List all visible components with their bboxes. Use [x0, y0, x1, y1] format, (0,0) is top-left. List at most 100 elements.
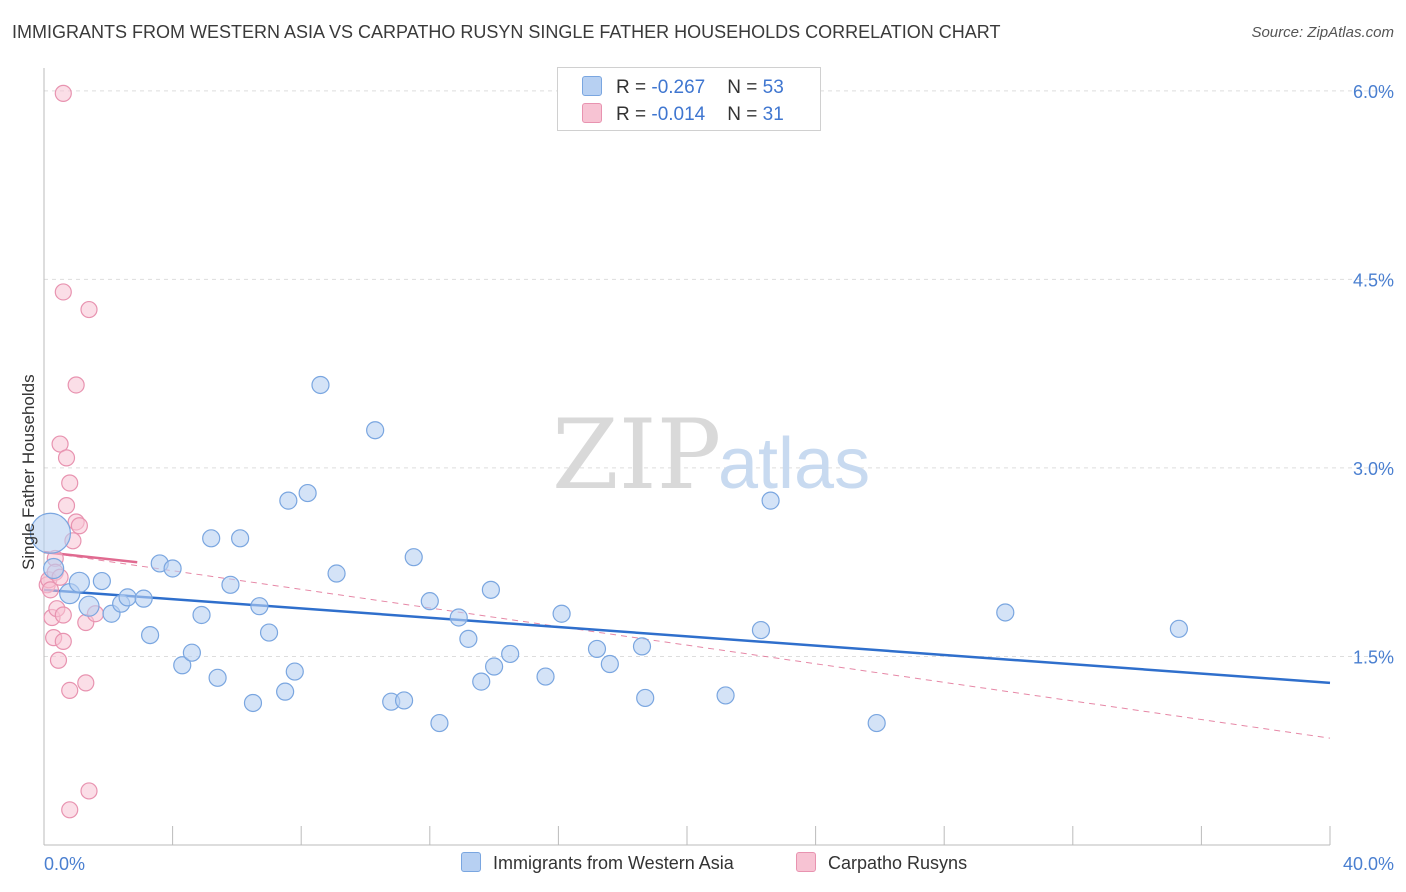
- legend-row-western-asia: R = -0.267 N = 53: [582, 76, 784, 100]
- western-asia-point: [192, 605, 211, 625]
- western-asia-point: [716, 686, 735, 705]
- carpatho-rusyn-point: [61, 474, 79, 492]
- carpatho-rusyn-point: [54, 606, 72, 624]
- carpatho-rusyn-point: [54, 632, 72, 650]
- western-asia-point: [751, 620, 771, 640]
- western-asia-point: [182, 643, 201, 662]
- carpatho-rusyn-point: [77, 674, 95, 692]
- western-asia-point: [92, 571, 111, 591]
- blue-swatch: [582, 76, 602, 96]
- x-tick-label: 0.0%: [44, 854, 85, 874]
- western-asia-point: [472, 672, 491, 691]
- legend-n-label: N =: [727, 77, 763, 98]
- carpatho-rusyn-point: [61, 801, 79, 819]
- carpatho-rusyn-trend-dashed: [43, 551, 1331, 739]
- carpatho-rusyn-point: [61, 681, 79, 700]
- bottom-legend-label: Immigrants from Western Asia: [493, 853, 734, 873]
- carpatho-rusyn-point: [57, 449, 76, 467]
- western-asia-point: [636, 688, 655, 708]
- source-credit: Source: ZipAtlas.com: [1251, 24, 1394, 41]
- legend-r-value: -0.267: [651, 77, 706, 98]
- western-asia-point: [996, 603, 1015, 622]
- blue-swatch: [461, 852, 481, 872]
- western-asia-point: [449, 608, 468, 627]
- y-tick-label: 6.0%: [1353, 82, 1394, 102]
- watermark-atlas: atlas: [718, 424, 870, 504]
- western-asia-point: [43, 557, 65, 580]
- western-asia-point: [173, 656, 192, 675]
- carpatho-rusyn-point: [57, 497, 76, 515]
- carpatho-rusyn-points: [38, 84, 105, 819]
- western-asia-point: [259, 623, 279, 642]
- western-asia-point: [394, 691, 414, 710]
- bottom-legend-western-asia: Immigrants from Western Asia: [461, 852, 734, 876]
- western-asia-point: [311, 375, 330, 395]
- western-asia-point: [485, 657, 504, 676]
- western-asia-point: [600, 654, 619, 674]
- western-asia-point: [327, 564, 346, 583]
- y-tick-label: 1.5%: [1353, 647, 1394, 667]
- western-asia-point: [285, 662, 304, 681]
- carpatho-rusyn-point: [70, 517, 88, 535]
- western-asia-point: [536, 667, 555, 686]
- axes: [43, 68, 1331, 846]
- western-asia-points: [29, 375, 1188, 733]
- western-asia-trend-line: [43, 588, 1331, 685]
- watermark-zip: ZIP: [552, 399, 721, 511]
- western-asia-point: [552, 604, 571, 623]
- legend-r-value: -0.014: [651, 104, 706, 125]
- western-asia-point: [134, 589, 153, 608]
- legend-n-value: 31: [762, 104, 784, 125]
- pink-swatch: [796, 852, 816, 872]
- y-axis-label: Single Father Households: [19, 374, 38, 570]
- carpatho-rusyn-point: [41, 581, 60, 599]
- gridlines: [44, 90, 1394, 657]
- western-asia-point: [231, 529, 250, 548]
- western-asia-point: [420, 592, 439, 611]
- western-asia-point: [163, 559, 182, 578]
- western-asia-point: [78, 595, 100, 617]
- western-asia-point: [501, 644, 520, 664]
- tick-labels: 1.5% 3.0% 4.5% 6.0% 0.0% 40.0%: [44, 82, 1394, 874]
- carpatho-rusyn-point: [54, 283, 72, 301]
- western-asia-point: [279, 491, 298, 510]
- western-asia-point: [632, 637, 652, 656]
- western-asia-point: [1169, 619, 1188, 638]
- western-asia-point: [761, 491, 780, 510]
- western-asia-point: [459, 629, 478, 648]
- bottom-legend-label: Carpatho Rusyns: [828, 853, 968, 873]
- carpatho-rusyn-point: [80, 300, 98, 319]
- legend-n-value: 53: [762, 77, 784, 98]
- y-tick-label: 4.5%: [1353, 270, 1394, 290]
- western-asia-point: [481, 580, 500, 599]
- legend-r-label: R =: [616, 104, 652, 125]
- carpatho-rusyn-point: [49, 651, 68, 669]
- western-asia-point: [587, 639, 607, 659]
- western-asia-point: [140, 625, 160, 645]
- western-asia-point: [404, 548, 423, 567]
- western-asia-point: [276, 682, 295, 701]
- legend-n-label: N =: [727, 104, 763, 125]
- x-tick-label: 40.0%: [1343, 854, 1394, 874]
- western-asia-point: [243, 693, 263, 713]
- western-asia-point: [221, 575, 240, 594]
- western-asia-point: [208, 668, 227, 687]
- western-asia-point: [298, 483, 317, 503]
- y-tick-label: 3.0%: [1353, 459, 1394, 479]
- carpatho-rusyn-point: [51, 435, 69, 453]
- chart-title: IMMIGRANTS FROM WESTERN ASIA VS CARPATHO…: [12, 22, 1001, 42]
- western-asia-point: [29, 512, 72, 554]
- carpatho-rusyn-point: [54, 84, 72, 102]
- pink-swatch: [582, 103, 602, 123]
- legend-row-carpatho-rusyns: R = -0.014 N = 31: [582, 103, 784, 127]
- bottom-legend-carpatho-rusyns: Carpatho Rusyns: [796, 852, 967, 876]
- legend-r-label: R =: [616, 77, 652, 98]
- carpatho-rusyn-point: [80, 782, 98, 800]
- western-asia-point: [250, 597, 269, 616]
- western-asia-point: [366, 421, 385, 440]
- western-asia-point: [118, 588, 137, 607]
- western-asia-point: [202, 529, 221, 548]
- western-asia-point: [430, 713, 449, 733]
- carpatho-rusyn-point: [67, 376, 85, 394]
